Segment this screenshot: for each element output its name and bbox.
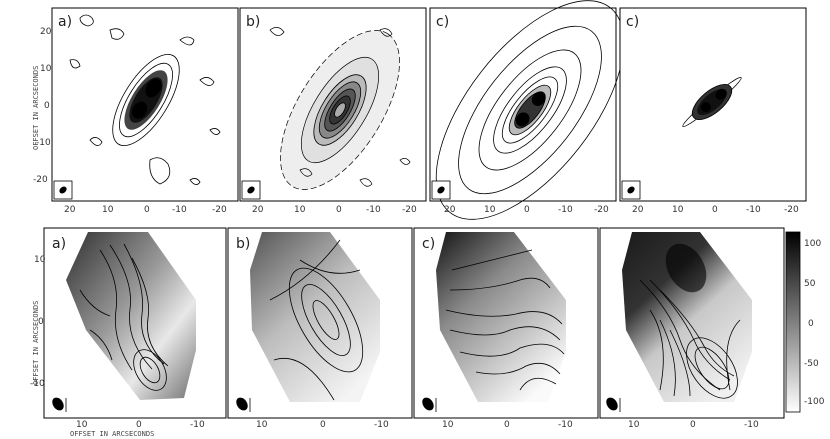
bottom-panel-a-xticks: 10 0 -10 [76, 420, 205, 430]
bottom-panel-b-xticks: 10 0 -10 [256, 420, 389, 430]
xtick: -10 [190, 420, 205, 430]
xtick: 0 [336, 205, 342, 215]
bottom-panel-d-xticks: 10 0 -10 [628, 420, 759, 430]
top-panel-d-label: c) [626, 14, 639, 30]
xtick: -10 [744, 420, 759, 430]
top-panel-b: b) 20 10 0 [239, 7, 427, 215]
xtick: 0 [712, 205, 718, 215]
top-panel-c-label: c) [436, 14, 449, 30]
xtick: -10 [374, 420, 389, 430]
ytick: 0 [38, 317, 44, 327]
top-panel-b-xticks: 20 10 0 -10 -20 [252, 205, 417, 215]
xtick: 0 [144, 205, 150, 215]
bottom-panel-a: a) 10 0 -10 10 0 -10 OFFSET IN ARCSECOND… [30, 227, 227, 438]
ytick: -10 [30, 379, 45, 389]
bottom-panel-a-yticks: 10 0 -10 [30, 255, 46, 389]
bottom-panel-c-label: c) [422, 236, 435, 252]
ytick: 20 [40, 27, 52, 37]
xtick: -20 [402, 205, 417, 215]
colorbar-tick: 50 [804, 279, 816, 289]
top-panel-c: c) 20 10 0 -10 -20 [429, 0, 625, 220]
top-panel-b-label: b) [246, 14, 260, 30]
xtick: 10 [484, 205, 496, 215]
xtick: 0 [524, 205, 530, 215]
xtick: 10 [256, 420, 268, 430]
top-panel-a: a) [33, 7, 239, 215]
xtick: 0 [136, 420, 142, 430]
colorbar-tick: -100 [804, 397, 825, 407]
xtick: 20 [444, 205, 456, 215]
xtick: -10 [172, 205, 187, 215]
xtick: 10 [102, 205, 114, 215]
xtick: -10 [746, 205, 761, 215]
top-row: OFFSET IN ARCSECONDS a) [32, 0, 807, 220]
bottom-panel-c: c) 10 0 -10 [413, 227, 599, 430]
bottom-panel-b: b) 10 0 -10 [227, 227, 413, 430]
ytick: -20 [33, 175, 48, 185]
top-panel-a-xticks: 20 10 0 -10 -20 [64, 205, 227, 215]
xtick: -20 [594, 205, 609, 215]
xtick: -10 [558, 205, 573, 215]
xtick: -10 [366, 205, 381, 215]
top-panel-c-xticks: 20 10 0 -10 -20 [444, 205, 609, 215]
bottom-row: OFFSET IN ARCSECONDS a) 10 0 -10 [30, 227, 825, 438]
bottom-panel-a-label: a) [52, 236, 66, 252]
xtick: 20 [632, 205, 644, 215]
xtick: 10 [76, 420, 88, 430]
xtick: 0 [320, 420, 326, 430]
xtick: 10 [442, 420, 454, 430]
xtick: 10 [628, 420, 640, 430]
colorbar-tick: -50 [804, 359, 819, 369]
colorbar-tick: 0 [808, 319, 814, 329]
xtick: -10 [558, 420, 573, 430]
xtick: 0 [504, 420, 510, 430]
xtick: 10 [672, 205, 684, 215]
ytick: 0 [44, 101, 50, 111]
ytick: -10 [36, 138, 51, 148]
top-panel-d-xticks: 20 10 0 -10 -20 [632, 205, 799, 215]
top-panel-d: c) 20 10 0 -10 -20 [619, 7, 807, 215]
xtick: 20 [64, 205, 76, 215]
bottom-panel-c-xticks: 10 0 -10 [442, 420, 573, 430]
colorbar: 100 50 0 -50 -100 [785, 231, 825, 413]
ytick: 10 [40, 64, 52, 74]
xtick: 0 [690, 420, 696, 430]
top-panel-a-label: a) [58, 14, 72, 30]
bottom-x-axis-label: OFFSET IN ARCSECONDS [70, 430, 154, 438]
bottom-panel-b-label: b) [236, 236, 250, 252]
xtick: 10 [294, 205, 306, 215]
bottom-y-axis-label: OFFSET IN ARCSECONDS [32, 301, 40, 385]
xtick: 20 [252, 205, 264, 215]
bottom-panel-d: 10 0 -10 [599, 227, 785, 430]
top-y-axis-label: OFFSET IN ARCSECONDS [32, 66, 40, 150]
top-panel-a-yticks: 20 10 0 -10 -20 [33, 27, 52, 185]
xtick: -20 [784, 205, 799, 215]
xtick: -20 [212, 205, 227, 215]
colorbar-tick: 100 [804, 239, 821, 249]
ytick: 10 [34, 255, 46, 265]
